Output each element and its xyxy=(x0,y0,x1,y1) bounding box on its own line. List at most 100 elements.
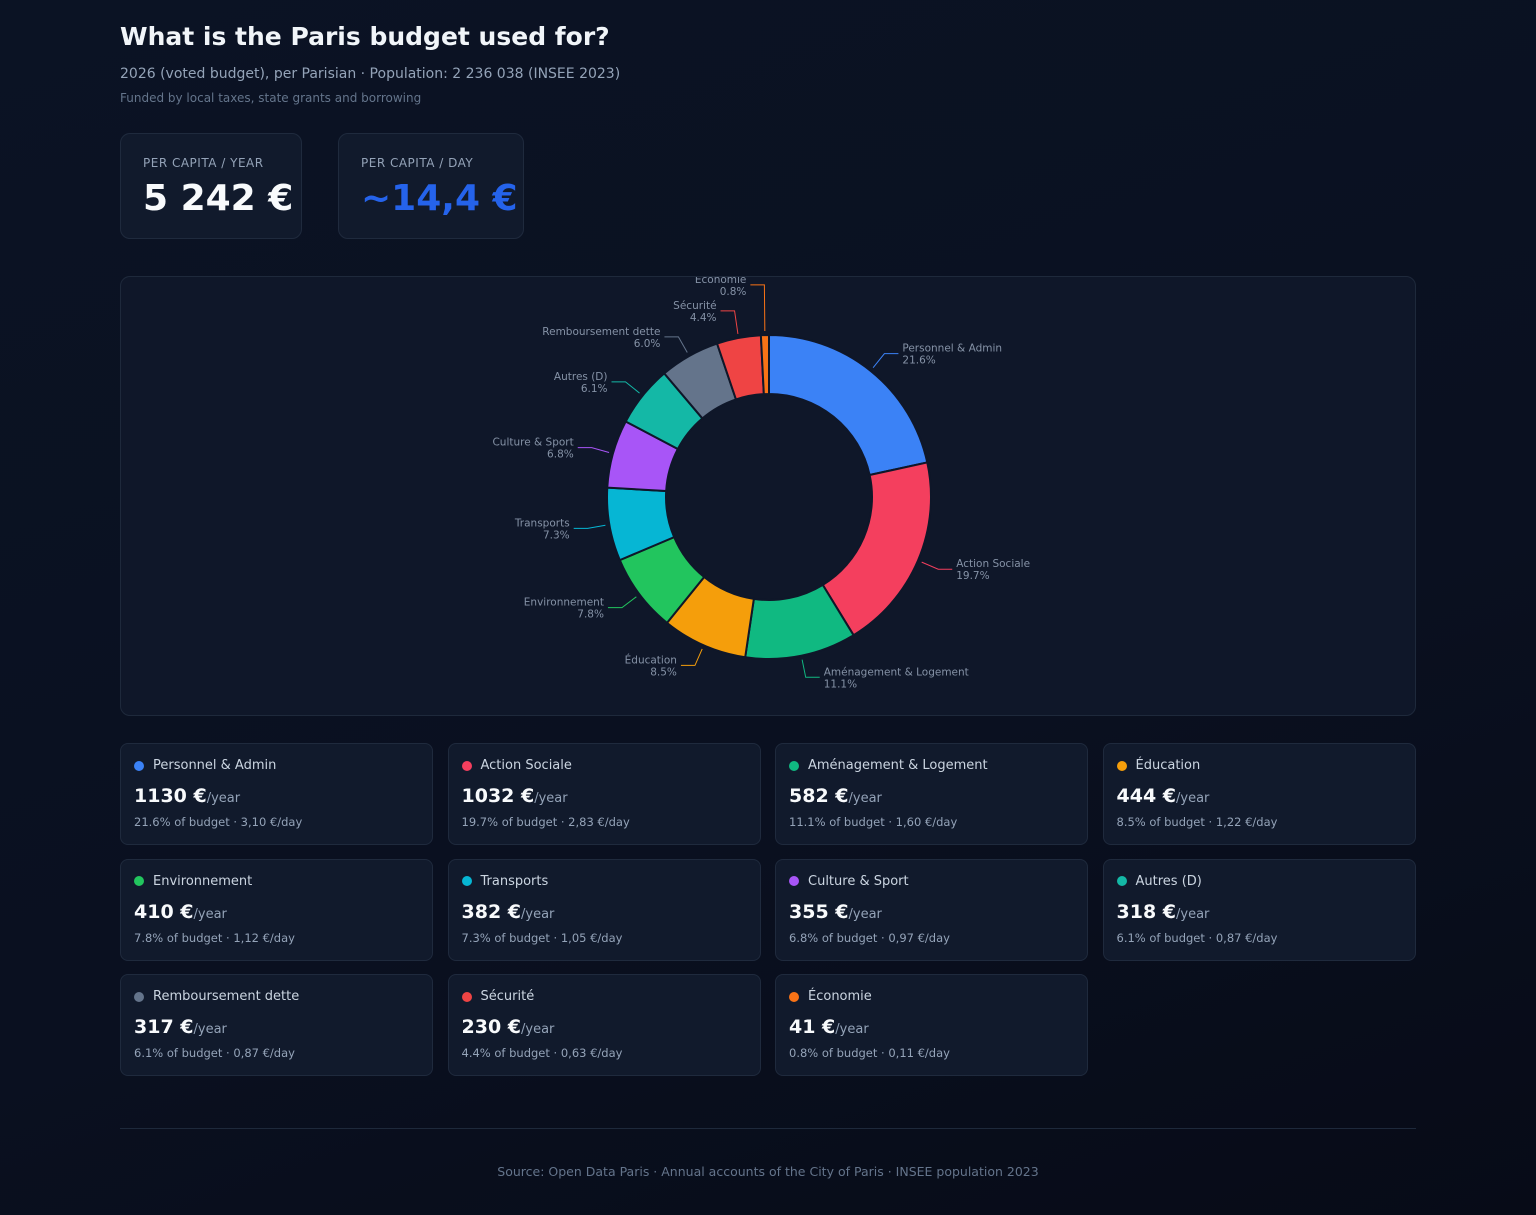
card-name-row: Aménagement & Logement xyxy=(789,758,1074,773)
slice-label: Autres (D) xyxy=(554,371,608,383)
card-name: Aménagement & Logement xyxy=(808,758,988,773)
card-unit: /year xyxy=(848,791,882,806)
card-name: Transports xyxy=(480,873,549,889)
divider xyxy=(120,1128,1416,1129)
budget-card: Remboursement dette 317 €/year 6.1% of bud… xyxy=(120,974,433,1076)
card-name-row: Personnel & Admin xyxy=(134,758,419,773)
card-amount-row: 318 €/year xyxy=(1117,901,1402,923)
slice-label: Économie xyxy=(695,277,747,286)
card-amount-row: 382 €/year xyxy=(462,901,747,923)
slice-label: Environnement xyxy=(524,597,604,609)
card-name-row: Économie xyxy=(789,989,1074,1004)
card-detail: 6.8% of budget · 0,97 €/day xyxy=(789,930,950,945)
budget-card: Éducation 444 €/year 8.5% of budget · 1,22… xyxy=(1102,743,1416,845)
card-detail: 8.5% of budget · 1,22 €/day xyxy=(1116,815,1278,829)
leader-line xyxy=(664,336,688,353)
slice-value: 6.0% xyxy=(634,338,661,350)
card-name-row: Environnement xyxy=(134,874,419,889)
budget-card: Action Sociale 1032 €/year 19.7% of budget… xyxy=(447,743,761,845)
card-amount-row: 317 €/year xyxy=(134,1016,419,1038)
budget-card: Environnement 410 €/year 7.8% of budget · … xyxy=(120,858,433,961)
kpi-card: PER CAPITA / DAY ~14,4 € xyxy=(338,133,524,239)
slice-value: 11.1% xyxy=(824,678,857,690)
card-name: Environnement xyxy=(153,873,253,889)
budget-card: Aménagement & Logement 582 €/year 11.1% of… xyxy=(775,743,1088,845)
card-amount: 318 € xyxy=(1116,900,1177,923)
card-amount-row: 1032 €/year xyxy=(462,785,747,807)
budget-card: Sécurité 230 €/year 4.4% of budget · 0,63 … xyxy=(447,974,761,1076)
card-detail: 7.3% of budget · 1,05 €/day xyxy=(461,930,623,945)
kpi-label: PER CAPITA / DAY xyxy=(361,156,474,170)
slice-label: Éducation xyxy=(625,653,677,666)
kpi-card: PER CAPITA / YEAR 5 242 € xyxy=(120,133,302,239)
kpi-label: PER CAPITA / YEAR xyxy=(143,156,264,170)
card-unit: /year xyxy=(193,1022,227,1037)
card-unit: /year xyxy=(521,906,555,922)
card-detail: 11.1% of budget · 1,60 €/day xyxy=(789,815,958,829)
card-amount: 582 € xyxy=(789,785,849,807)
slice-value: 0.8% xyxy=(720,286,747,298)
color-dot xyxy=(461,760,472,771)
card-detail: 7.8% of budget · 1,12 €/day xyxy=(134,930,295,945)
kpi-value: ~14,4 € xyxy=(361,178,518,219)
leader-line xyxy=(921,561,953,570)
slice-label: Culture & Sport xyxy=(492,437,573,449)
card-name: Sécurité xyxy=(480,989,535,1004)
color-dot xyxy=(134,991,144,1002)
card-name-row: Remboursement dette xyxy=(134,989,419,1004)
card-unit: /year xyxy=(835,1022,869,1037)
card-unit: /year xyxy=(1176,791,1210,806)
card-unit: /year xyxy=(206,791,241,806)
leader-line xyxy=(750,284,766,332)
card-detail: 0.8% of budget · 0,11 €/day xyxy=(789,1046,950,1060)
donut-slice xyxy=(821,461,932,637)
donut-slice xyxy=(759,333,770,396)
card-name-row: Autres (D) xyxy=(1116,873,1402,889)
leader-line xyxy=(611,381,640,394)
leader-line xyxy=(607,596,637,609)
card-unit: /year xyxy=(193,906,227,922)
leader-line xyxy=(720,310,739,335)
leader-line xyxy=(577,447,610,453)
slice-label: Transports xyxy=(514,517,570,529)
budget-card: Économie 41 €/year 0.8% of budget · 0,11 €… xyxy=(775,974,1088,1076)
card-amount-row: 230 €/year xyxy=(462,1016,747,1038)
card-amount: 1130 € xyxy=(134,785,207,807)
budget-card: Autres (D) 318 €/year 6.1% of budget · 0,8… xyxy=(1102,858,1416,961)
card-amount-row: 355 €/year xyxy=(789,901,1074,923)
color-dot xyxy=(461,876,472,886)
budget-card: Culture & Sport 355 €/year 6.8% of budget … xyxy=(775,858,1088,961)
card-detail: 6.1% of budget · 0,87 €/day xyxy=(134,1046,295,1060)
card-name-row: Culture & Sport xyxy=(789,874,1074,889)
color-dot xyxy=(789,760,799,771)
card-detail: 4.4% of budget · 0,63 €/day xyxy=(461,1046,623,1060)
card-amount: 355 € xyxy=(789,900,849,923)
footer: Source: Open Data Paris · Annual account… xyxy=(497,1164,1039,1179)
slice-label: Action Sociale xyxy=(956,558,1030,570)
slice-value: 21.6% xyxy=(902,355,935,367)
card-amount: 230 € xyxy=(461,1016,522,1038)
slice-value: 7.8% xyxy=(577,609,604,621)
card-unit: /year xyxy=(534,791,568,806)
card-unit: /year xyxy=(1176,906,1210,922)
card-name-row: Transports xyxy=(461,873,747,889)
color-dot xyxy=(789,991,799,1002)
slice-value: 4.4% xyxy=(690,312,717,324)
card-name: Autres (D) xyxy=(1135,873,1202,889)
card-unit: /year xyxy=(521,1022,555,1037)
subtitle: 2026 (voted budget), per Parisian · Popu… xyxy=(120,66,621,82)
note: Funded by local taxes, state grants and … xyxy=(120,91,422,105)
slice-value: 6.1% xyxy=(581,383,608,395)
card-amount-row: 410 €/year xyxy=(134,901,419,923)
card-detail: 21.6% of budget · 3,10 €/day xyxy=(134,815,303,829)
color-dot xyxy=(789,876,799,886)
slice-value: 7.3% xyxy=(543,529,570,541)
slice-value: 6.8% xyxy=(547,449,574,461)
slice-value: 8.5% xyxy=(650,666,677,678)
card-amount-row: 582 €/year xyxy=(789,785,1074,807)
slice-label: Remboursement dette xyxy=(542,326,660,338)
card-name: Remboursement dette xyxy=(153,989,300,1004)
card-amount: 317 € xyxy=(134,1016,194,1038)
